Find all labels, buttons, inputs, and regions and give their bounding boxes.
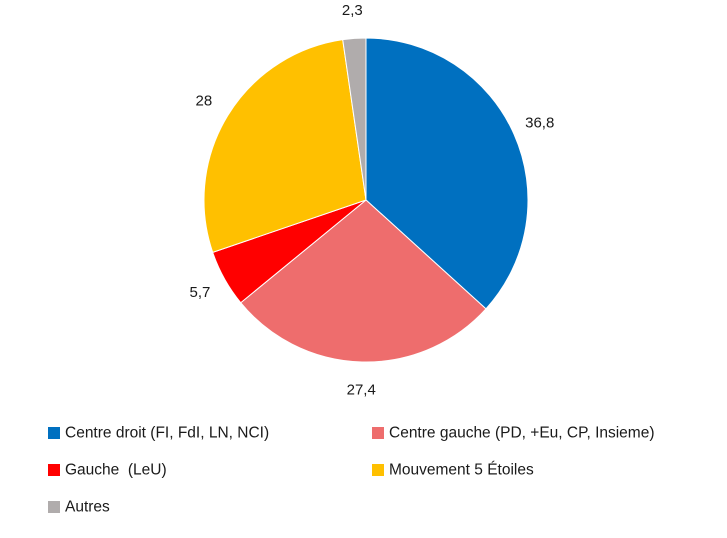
legend-swatch	[372, 464, 384, 476]
legend-item-autres: Autres	[48, 499, 110, 516]
legend-label: Gauche (LeU)	[65, 462, 167, 479]
legend-swatch	[48, 501, 60, 513]
legend-label: Autres	[65, 499, 110, 516]
legend-item-mouvement-5-etoiles: Mouvement 5 Étoiles	[372, 462, 534, 479]
data-label-mouvement-5-etoiles: 28	[196, 92, 213, 109]
data-label-gauche-leu: 5,7	[190, 284, 211, 301]
data-label-centre-droit-fi-fdi-ln-nci: 36,8	[525, 115, 554, 132]
pie-slice-mouvement-5-etoiles	[203, 39, 367, 254]
legend-item-centre-droit-fi-fdi-ln-nci: Centre droit (FI, FdI, LN, NCI)	[48, 425, 269, 442]
legend-label: Centre gauche (PD, +Eu, CP, Insieme)	[389, 425, 655, 442]
pie-slices	[203, 37, 529, 363]
legend-swatch	[372, 427, 384, 439]
legend-swatch	[48, 464, 60, 476]
legend-item-centre-gauche-pd-eu-cp-insieme: Centre gauche (PD, +Eu, CP, Insieme)	[372, 425, 655, 442]
data-label-centre-gauche-pd-eu-cp-insieme: 27,4	[347, 381, 376, 398]
legend-label: Centre droit (FI, FdI, LN, NCI)	[65, 425, 269, 442]
data-label-autres: 2,3	[342, 2, 363, 19]
data-labels: 36,8 27,4 5,7 28 2,3	[190, 2, 555, 398]
pie-slice-centre-droit-fi-fdi-ln-nci	[365, 37, 529, 310]
legend-item-gauche-leu: Gauche (LeU)	[48, 462, 167, 479]
legend-label: Mouvement 5 Étoiles	[389, 462, 534, 479]
pie-slice-centre-gauche-pd-eu-cp-insieme	[240, 199, 487, 363]
legend: Centre droit (FI, FdI, LN, NCI) Centre ga…	[48, 425, 655, 516]
legend-swatch	[48, 427, 60, 439]
pie-slice-autres	[342, 37, 367, 201]
